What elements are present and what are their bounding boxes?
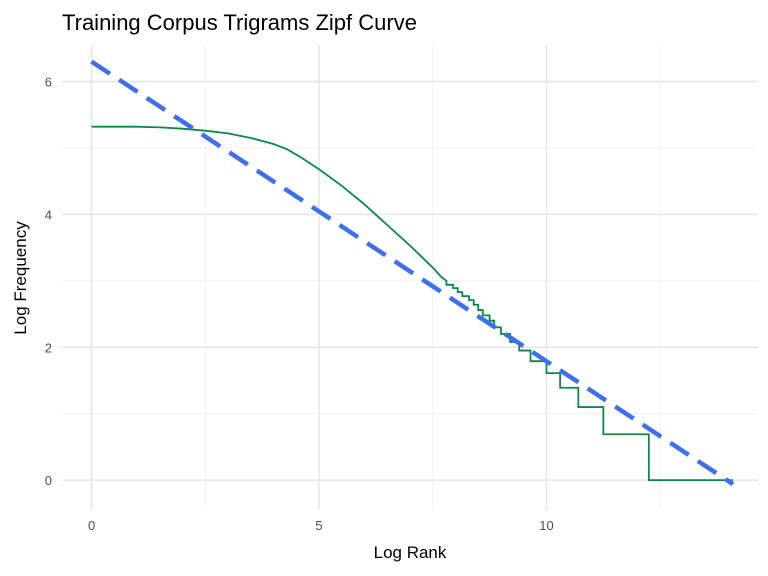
x-tick-label: 0: [88, 518, 95, 533]
chart-title: Training Corpus Trigrams Zipf Curve: [62, 10, 417, 35]
y-axis-title: Log Frequency: [11, 221, 30, 335]
y-tick-label: 2: [45, 340, 52, 355]
series-line-1: [91, 125, 733, 482]
tick-labels: 0 5 10 0 2 4 6: [45, 75, 554, 533]
y-tick-label: 4: [45, 207, 52, 222]
x-tick-label: 10: [539, 518, 553, 533]
series-layer: [90, 59, 735, 486]
x-axis-title: Log Rank: [374, 543, 447, 562]
grid: [62, 45, 758, 510]
y-tick-label: 0: [45, 473, 52, 488]
y-tick-label: 6: [45, 75, 52, 90]
x-tick-label: 5: [315, 518, 322, 533]
series-line-2: [90, 59, 735, 486]
